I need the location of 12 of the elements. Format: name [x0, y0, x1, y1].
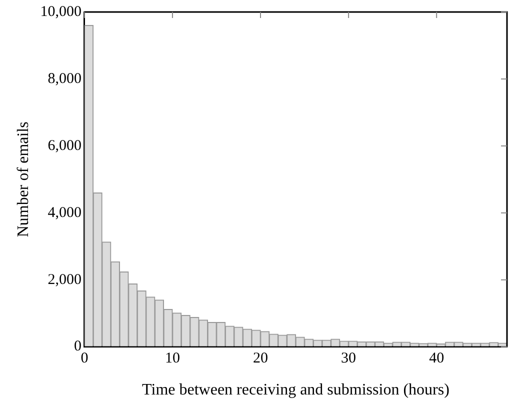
- y-tick-label: 4,000: [48, 204, 82, 221]
- x-axis-title: Time between receiving and submission (hours): [142, 382, 450, 399]
- y-tick-label: 10,000: [40, 4, 82, 20]
- y-tick-label: 8,000: [48, 70, 82, 87]
- y-axis-title: Number of emails: [14, 122, 32, 238]
- y-tick-label: 0: [74, 338, 82, 355]
- x-tick-label: 20: [253, 350, 268, 367]
- x-tick-label: 10: [164, 350, 180, 367]
- x-tick-label: 40: [429, 350, 444, 367]
- y-tick-label: 2,000: [48, 272, 82, 288]
- x-tick-label: 30: [341, 350, 356, 367]
- y-tick-label: 6,000: [48, 138, 82, 154]
